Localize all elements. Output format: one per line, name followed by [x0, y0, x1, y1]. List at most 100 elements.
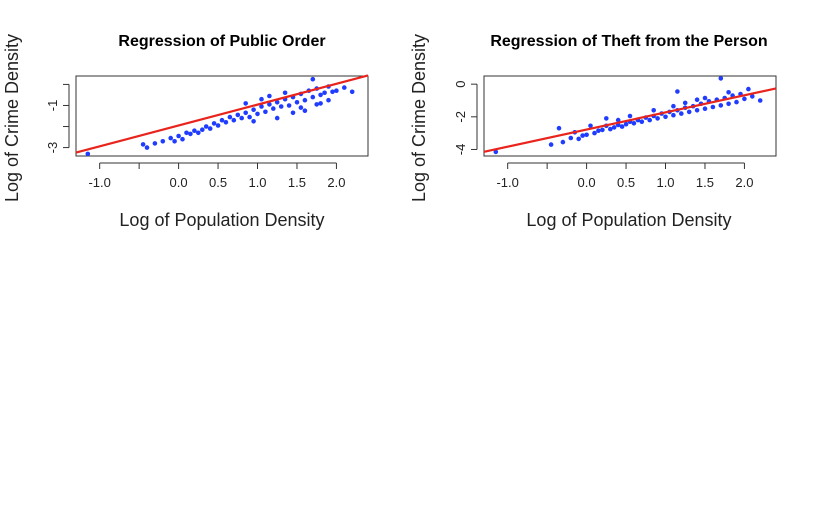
x-axis-label: Log of Population Density — [526, 210, 731, 230]
data-point — [742, 96, 747, 102]
data-point — [310, 94, 316, 100]
data-point — [592, 130, 597, 136]
data-point — [294, 100, 300, 105]
y-axis-label: Log of Crime Density — [2, 34, 22, 202]
x-tick-label: 0.0 — [170, 175, 188, 190]
data-point — [184, 130, 189, 136]
data-point — [243, 101, 248, 106]
x-tick-label: 2.0 — [327, 175, 345, 190]
plot-frame — [75, 75, 369, 157]
data-point — [604, 116, 609, 121]
data-point — [140, 142, 146, 147]
data-point — [750, 94, 755, 99]
x-tick-label: -1.0 — [88, 175, 110, 190]
y-tick-label: -4 — [453, 144, 468, 156]
data-point — [675, 89, 680, 94]
data-point — [247, 114, 252, 120]
data-point — [310, 76, 316, 82]
theft-from-person-panel: Regression of Theft from the Person -1.0… — [409, 33, 777, 230]
data-point — [493, 149, 499, 155]
data-point — [686, 109, 692, 115]
data-point — [290, 110, 296, 116]
x-tick-label: 0.5 — [209, 175, 227, 190]
data-point — [211, 121, 217, 126]
y-tick-label: 0 — [453, 81, 468, 88]
data-point — [152, 141, 158, 146]
data-point — [219, 117, 225, 123]
data-point — [671, 103, 676, 109]
data-point — [615, 117, 621, 123]
x-tick-label: 1.0 — [656, 175, 674, 190]
data-point — [580, 133, 585, 138]
data-point — [196, 130, 201, 136]
regression-line — [483, 87, 777, 153]
data-point — [330, 89, 335, 95]
data-point — [342, 85, 347, 90]
data-point — [726, 90, 731, 95]
data-point — [85, 151, 91, 157]
data-point — [734, 99, 739, 105]
data-point — [251, 119, 256, 124]
data-point — [298, 105, 304, 110]
data-point — [215, 123, 221, 128]
data-point — [619, 124, 625, 129]
data-point — [702, 106, 708, 111]
data-point — [302, 108, 308, 113]
data-point — [259, 104, 264, 109]
data-point — [623, 121, 629, 127]
x-tick-label: 0.5 — [617, 175, 635, 190]
data-point — [207, 126, 213, 131]
data-point — [176, 133, 181, 139]
data-point — [349, 89, 355, 95]
data-point — [710, 104, 716, 110]
data-point — [160, 139, 166, 144]
y-axis: -3 -1 — [45, 83, 70, 154]
data-point — [255, 111, 260, 117]
data-point — [611, 125, 617, 130]
x-axis: -1.0 0.0 0.5 1.0 1.5 2.0 — [496, 162, 753, 190]
data-point — [326, 97, 331, 103]
data-point — [600, 127, 605, 133]
data-point — [282, 90, 288, 96]
data-point — [302, 97, 308, 103]
data-point — [203, 124, 209, 129]
data-point — [568, 135, 574, 141]
x-axis-label: Log of Population Density — [119, 210, 324, 230]
data-point — [639, 119, 645, 124]
data-point — [556, 125, 562, 131]
data-point — [647, 117, 652, 123]
data-point — [718, 103, 724, 108]
data-point — [231, 117, 237, 123]
data-point — [584, 132, 589, 138]
chart-title: Regression of Theft from the Person — [490, 33, 767, 50]
data-point — [286, 103, 292, 108]
data-point — [200, 127, 205, 132]
data-point — [144, 145, 150, 150]
data-point — [655, 116, 660, 121]
scatter-points — [85, 76, 355, 157]
data-point — [259, 96, 264, 102]
x-tick-label: 0.0 — [578, 175, 596, 190]
y-tick-label: -3 — [45, 142, 60, 154]
data-point — [188, 131, 193, 137]
data-point — [223, 120, 229, 125]
data-point — [548, 142, 554, 147]
data-point — [588, 123, 593, 129]
data-point — [726, 101, 731, 107]
x-axis: -1.0 0.0 0.5 1.0 1.5 2.0 — [88, 162, 345, 190]
data-point — [278, 104, 284, 109]
data-point — [274, 115, 280, 121]
data-point — [757, 98, 763, 103]
data-point — [239, 115, 244, 121]
data-point — [679, 111, 684, 116]
data-point — [243, 110, 248, 116]
y-axis: -4 -2 0 — [453, 81, 478, 156]
data-point — [172, 139, 177, 144]
data-point — [663, 114, 668, 120]
data-point — [671, 112, 676, 118]
x-tick-label: 2.0 — [735, 175, 753, 190]
public-order-panel: Regression of Public Order -1.0 0.0 0.5 1.0… — [2, 33, 369, 230]
x-tick-label: 1.5 — [696, 175, 714, 190]
y-tick-label: -1 — [45, 100, 60, 112]
